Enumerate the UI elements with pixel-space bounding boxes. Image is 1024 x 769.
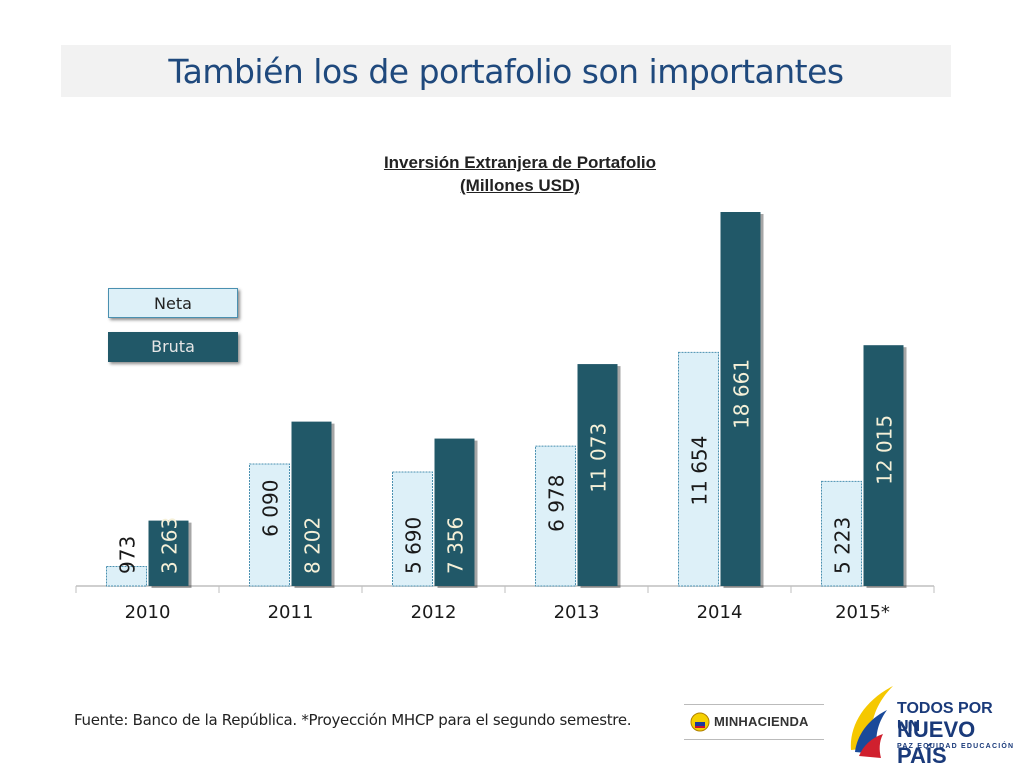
footnote: Fuente: Banco de la República. *Proyecci… xyxy=(74,711,632,729)
x-tick-label-1: 2011 xyxy=(268,602,314,623)
legend-neta: Neta xyxy=(108,288,238,318)
data-label-neta-4: 11 654 xyxy=(688,436,712,506)
data-label-neta-2: 5 690 xyxy=(402,517,426,574)
data-label-bruta-5: 12 015 xyxy=(873,415,897,485)
chart-title: Inversión Extranjera de Portafolio xyxy=(383,153,657,172)
government-logo: TODOS POR UN NUEVO PAÍS PAZ EQUIDAD EDUC… xyxy=(845,680,1015,768)
bar-bruta-2 xyxy=(434,438,475,586)
minhacienda-logo: MINHACIENDA xyxy=(684,704,824,740)
bar-bruta-4 xyxy=(720,212,761,586)
x-tick-label-4: 2014 xyxy=(697,602,743,623)
x-tick-label-5: 2015* xyxy=(835,602,890,623)
bar-neta-5 xyxy=(821,480,862,587)
flag-swoosh-icon xyxy=(850,686,893,758)
data-label-bruta-1: 8 202 xyxy=(301,517,325,574)
x-tick-label-2: 2012 xyxy=(411,602,457,623)
bar-neta-2 xyxy=(392,471,433,587)
bar-bruta-0 xyxy=(148,520,189,586)
data-label-neta-3: 6 978 xyxy=(545,475,569,532)
minhacienda-text: MINHACIENDA xyxy=(714,714,809,729)
bar-neta-4 xyxy=(678,351,719,587)
bar-neta-1 xyxy=(249,463,290,587)
chart-subtitle: (Millones USD) xyxy=(460,176,580,195)
x-tick-label-0: 2010 xyxy=(125,602,171,623)
legend-bruta: Bruta xyxy=(108,332,238,362)
gov-logo-line1: TODOS POR UN xyxy=(897,700,993,735)
data-label-bruta-2: 7 356 xyxy=(444,517,468,574)
slide-title: También los de portafolio son importante… xyxy=(168,52,844,91)
bar-bruta-1 xyxy=(291,421,332,586)
title-bar: También los de portafolio son importante… xyxy=(61,45,951,97)
data-label-neta-1: 6 090 xyxy=(259,480,283,537)
gov-logo-line3: PAZ EQUIDAD EDUCACIÓN xyxy=(897,743,1015,750)
bar-bruta-5 xyxy=(863,345,904,586)
bar-bruta-3 xyxy=(577,364,618,586)
gov-logo-line2: NUEVO PAÍS xyxy=(897,717,976,768)
data-label-bruta-3: 11 073 xyxy=(587,423,611,493)
bar-neta-3 xyxy=(535,445,576,587)
data-label-neta-0: 973 xyxy=(116,536,140,574)
data-label-bruta-4: 18 661 xyxy=(730,359,754,429)
data-label-neta-5: 5 223 xyxy=(831,517,855,574)
x-tick-label-3: 2013 xyxy=(554,602,600,623)
bar-neta-0 xyxy=(106,565,147,587)
coat-of-arms-icon xyxy=(690,712,710,732)
data-label-bruta-0: 3 263 xyxy=(158,517,182,574)
